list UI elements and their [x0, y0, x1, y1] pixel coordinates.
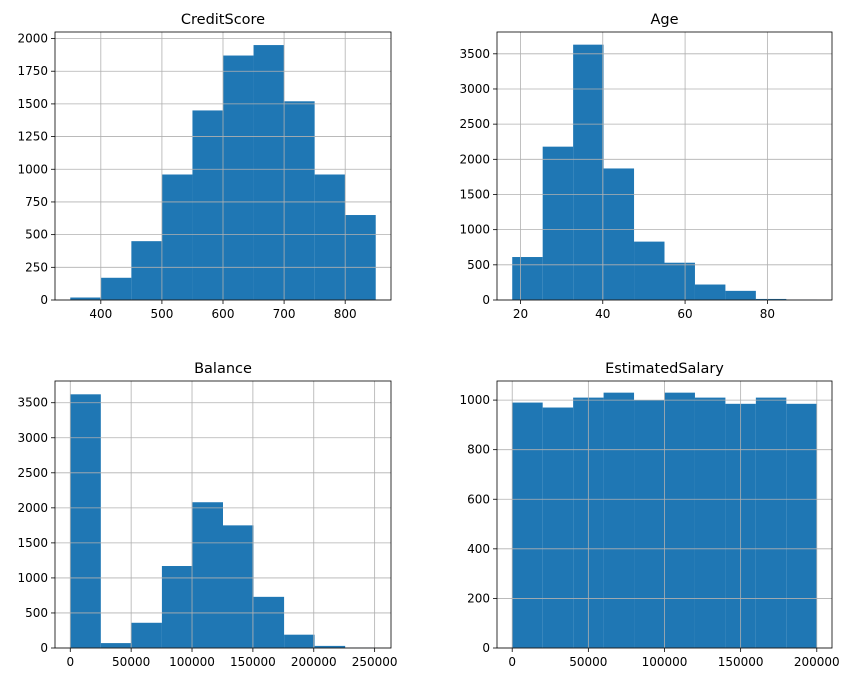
y-tick-label: 0	[482, 293, 490, 307]
y-tick-label: 2500	[17, 466, 48, 480]
bar	[755, 397, 787, 648]
axes-frame	[54, 31, 392, 301]
chart-title: EstimatedSalary	[605, 361, 724, 377]
bar	[664, 262, 695, 300]
y-tick-label: 1000	[17, 162, 48, 176]
y-tick-label: 1500	[459, 187, 490, 201]
y-tick-label: 1750	[17, 64, 48, 78]
y-tick-label: 3000	[17, 431, 48, 445]
bar	[314, 645, 346, 648]
bar	[100, 643, 132, 648]
y-tick-label: 1500	[17, 536, 48, 550]
bar	[694, 284, 726, 300]
chart-title: Balance	[194, 361, 252, 377]
bar	[512, 402, 543, 648]
x-tick-label: 40	[595, 307, 610, 321]
y-tick-label: 1000	[17, 571, 48, 585]
bar	[161, 566, 193, 648]
y-tick-label: 500	[25, 606, 48, 620]
y-tick-label: 1500	[17, 97, 48, 111]
bar	[725, 290, 756, 300]
x-tick-label: 800	[334, 307, 357, 321]
y-tick-label: 0	[40, 641, 48, 655]
bar	[603, 392, 635, 648]
bar	[70, 394, 101, 648]
chart-title: CreditScore	[181, 12, 265, 28]
chart-title: Age	[650, 12, 678, 28]
y-tick-label: 250	[25, 260, 48, 274]
x-tick-label: 500	[150, 307, 173, 321]
x-tick-label: 200000	[794, 655, 840, 669]
x-tick-label: 200000	[291, 655, 337, 669]
axes-frame	[496, 31, 833, 301]
y-tick-label: 750	[25, 195, 48, 209]
y-tick-label: 3500	[459, 47, 490, 61]
y-tick-label: 600	[467, 492, 490, 506]
bar	[284, 101, 315, 300]
bar	[161, 174, 193, 300]
bar	[694, 397, 726, 648]
bar	[542, 407, 574, 648]
x-tick-label: 60	[677, 307, 692, 321]
bar	[131, 241, 162, 300]
bar	[542, 146, 574, 300]
bar	[603, 168, 635, 300]
y-tick-label: 3500	[17, 396, 48, 410]
x-tick-label: 400	[89, 307, 112, 321]
x-tick-label: 150000	[230, 655, 276, 669]
bar	[284, 634, 315, 648]
x-tick-label: 150000	[718, 655, 764, 669]
x-tick-label: 100000	[642, 655, 688, 669]
y-tick-label: 2500	[459, 117, 490, 131]
x-tick-label: 50000	[112, 655, 150, 669]
bar	[223, 525, 254, 648]
y-tick-label: 3000	[459, 82, 490, 96]
y-tick-label: 0	[482, 641, 490, 655]
axes-frame	[496, 380, 833, 649]
bar	[131, 622, 162, 648]
y-tick-label: 200	[467, 591, 490, 605]
bar	[573, 44, 604, 300]
bar	[192, 502, 223, 648]
bar	[345, 215, 376, 300]
x-tick-label: 80	[760, 307, 775, 321]
x-tick-label: 700	[273, 307, 296, 321]
bar	[664, 392, 695, 648]
bar	[223, 55, 254, 300]
bar	[192, 110, 223, 300]
y-tick-label: 500	[25, 228, 48, 242]
bar	[253, 596, 285, 648]
x-tick-label: 250000	[352, 655, 398, 669]
bar	[314, 174, 346, 300]
axes-frame	[54, 380, 392, 649]
bar	[100, 277, 132, 300]
y-tick-label: 800	[467, 443, 490, 457]
bar	[512, 257, 543, 300]
x-tick-label: 20	[513, 307, 528, 321]
x-tick-label: 0	[66, 655, 74, 669]
y-tick-label: 1250	[17, 130, 48, 144]
bar	[253, 45, 285, 301]
y-tick-label: 1000	[459, 393, 490, 407]
bar	[70, 297, 101, 300]
bar	[755, 298, 787, 300]
y-tick-label: 2000	[17, 32, 48, 46]
y-tick-label: 2000	[17, 501, 48, 515]
x-tick-label: 50000	[569, 655, 607, 669]
y-tick-label: 400	[467, 542, 490, 556]
bar	[634, 400, 665, 648]
y-tick-label: 0	[40, 293, 48, 307]
x-tick-label: 0	[508, 655, 516, 669]
x-tick-label: 100000	[169, 655, 215, 669]
bar	[786, 403, 817, 648]
x-tick-label: 600	[212, 307, 235, 321]
y-tick-label: 500	[467, 258, 490, 272]
y-tick-label: 1000	[459, 223, 490, 237]
y-tick-label: 2000	[459, 152, 490, 166]
bar	[634, 241, 665, 300]
